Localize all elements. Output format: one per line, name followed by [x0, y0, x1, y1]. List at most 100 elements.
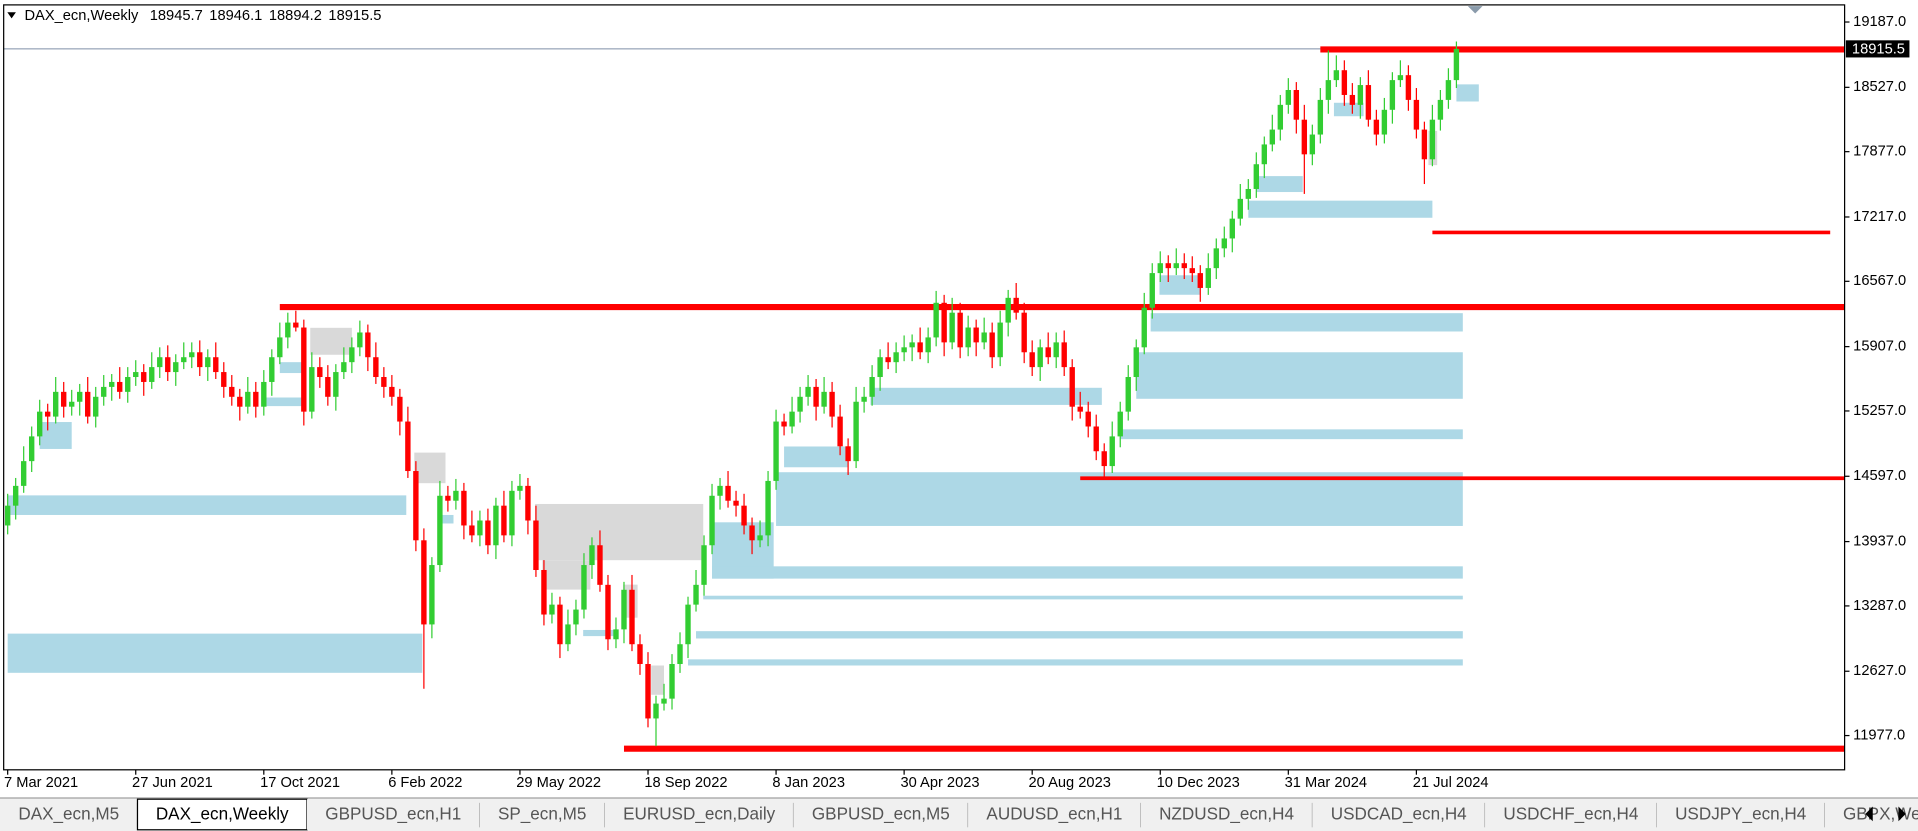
candle-body	[1173, 263, 1179, 269]
x-tick-label: 20 Aug 2023	[1029, 775, 1111, 791]
candle-body	[1293, 90, 1300, 120]
candle-body	[549, 604, 555, 615]
candle-body	[20, 461, 27, 486]
candle-body	[325, 377, 331, 397]
candle-body	[909, 342, 915, 348]
tab-label[interactable]: GBPUSD_ecn,H1	[325, 805, 461, 824]
candle-body	[589, 545, 595, 566]
candle-body	[605, 584, 611, 640]
candle-body	[1301, 119, 1308, 155]
candle-body	[1181, 263, 1187, 269]
candle-body	[1101, 451, 1107, 467]
tab-label[interactable]: EURUSD_ecn,Daily	[623, 805, 776, 824]
candle-body	[1333, 70, 1340, 81]
header-close: 18915.5	[328, 8, 381, 24]
tab-label[interactable]: USDCAD_ecn,H4	[1331, 805, 1467, 824]
x-tick-label: 29 May 2022	[516, 775, 601, 791]
tab-background[interactable]	[479, 799, 605, 830]
x-tick-label: 8 Jan 2023	[772, 775, 845, 791]
candle-body	[1317, 99, 1324, 135]
zone	[712, 566, 1463, 579]
candle-body	[901, 347, 907, 353]
zone	[7, 495, 407, 515]
candle-body	[877, 357, 883, 378]
candle-body	[997, 322, 1003, 358]
candle-body	[597, 545, 603, 585]
candle-body	[421, 540, 427, 625]
candle-body	[1069, 367, 1075, 407]
candle-body	[1109, 436, 1115, 467]
tab-label[interactable]: AUDUSD_ecn,H1	[986, 805, 1122, 824]
header-high: 18946.1	[209, 8, 262, 24]
candle-body	[1205, 268, 1211, 288]
tab-label[interactable]: DAX_ecn,Weekly	[156, 805, 289, 824]
header-open: 18945.7	[150, 8, 203, 24]
tab-background[interactable]	[604, 799, 794, 830]
header-low: 18894.2	[269, 8, 322, 24]
zone	[784, 446, 849, 468]
candle-body	[1437, 99, 1444, 120]
candle-body	[189, 352, 195, 358]
candle-body	[1005, 297, 1011, 323]
candle-body	[1413, 99, 1420, 130]
candle-body	[653, 703, 659, 719]
candle-body	[85, 391, 91, 417]
tab-background[interactable]	[306, 799, 480, 830]
candle-body	[613, 629, 619, 640]
tab-background[interactable]	[1312, 799, 1486, 830]
candle-body	[36, 411, 43, 437]
candle-body	[1093, 426, 1099, 452]
tab-background[interactable]	[968, 799, 1141, 830]
tab-background[interactable]	[0, 799, 138, 830]
candle-body	[837, 416, 843, 447]
y-tick-label: 15257.0	[1853, 403, 1906, 419]
candle-body	[661, 698, 667, 704]
tab-scroll-left[interactable]	[1865, 806, 1873, 822]
tab-label[interactable]: SP_ecn,M5	[498, 805, 586, 824]
zone	[1256, 176, 1303, 193]
candle-body	[1309, 134, 1316, 155]
candle-body	[805, 386, 811, 397]
candle-body	[1253, 164, 1259, 189]
candle-body	[141, 372, 147, 382]
candle-body	[429, 565, 435, 625]
tab-label[interactable]: USDCHF_ecn,H4	[1503, 805, 1638, 824]
candle-body	[333, 372, 339, 397]
candle-body	[309, 367, 315, 412]
x-tick-label: 30 Apr 2023	[900, 775, 979, 791]
zone	[870, 387, 1102, 405]
candle-body	[317, 367, 323, 378]
candle-body	[1165, 263, 1171, 269]
tab-background[interactable]	[1656, 799, 1825, 830]
tab-background[interactable]	[1140, 799, 1313, 830]
tab-label[interactable]: USDJPY_ecn,H4	[1675, 805, 1807, 824]
candle-body	[781, 421, 787, 427]
zone	[279, 362, 304, 374]
candle-body	[261, 381, 267, 407]
tab-background[interactable]	[1485, 799, 1657, 830]
candle-body	[1245, 188, 1251, 199]
candle-body	[645, 664, 651, 719]
candle-body	[557, 604, 563, 645]
shift-marker[interactable]	[1467, 6, 1483, 14]
chart-header: DAX_ecn,Weekly 18945.7 18946.1 18894.2 1…	[24, 8, 381, 24]
y-tick-label: 12627.0	[1853, 663, 1906, 679]
zone	[703, 595, 1463, 600]
candle-body	[125, 377, 131, 392]
candle-body	[1261, 144, 1268, 165]
tab-label[interactable]: GBPX,Weekly	[1843, 805, 1918, 824]
candle-body	[205, 357, 211, 368]
x-tick-label: 6 Feb 2022	[388, 775, 462, 791]
candle-body	[165, 357, 171, 373]
tab-label[interactable]: GBPUSD_ecn,M5	[812, 805, 950, 824]
y-tick-label: 17217.0	[1853, 209, 1906, 225]
tab-label[interactable]: DAX_ecn,M5	[18, 805, 119, 824]
candle-body	[637, 644, 643, 665]
zone	[688, 659, 1463, 666]
tab-label[interactable]: NZDUSD_ecn,H4	[1159, 805, 1294, 824]
candle-body	[12, 485, 19, 506]
candle-body	[965, 327, 971, 348]
tab-scroll-right[interactable]	[1898, 806, 1906, 822]
tab-background[interactable]	[793, 799, 969, 830]
menu-triangle[interactable]	[7, 12, 16, 19]
